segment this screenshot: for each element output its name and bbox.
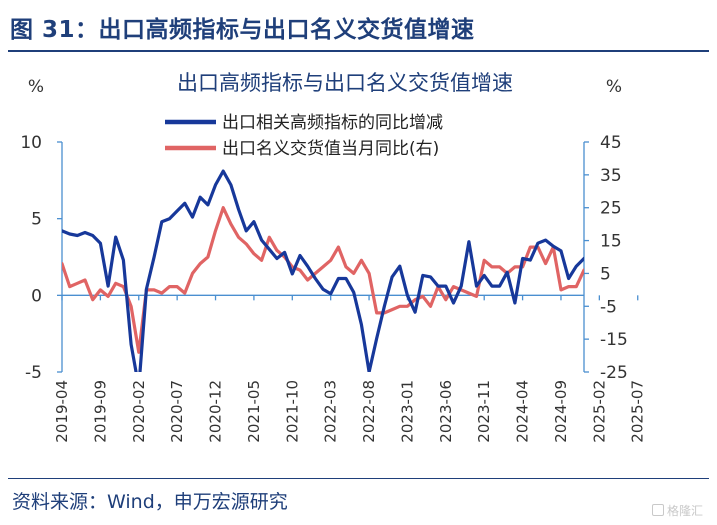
- x-tick-label: 2019-09: [91, 380, 109, 443]
- source-note: 资料来源：Wind，申万宏源研究: [12, 491, 288, 513]
- plot-area: [62, 169, 584, 372]
- x-tick-label: 2021-10: [283, 380, 301, 443]
- watermark: 格隆汇: [651, 502, 703, 519]
- right-tick-label: 15: [600, 232, 622, 252]
- x-tick-label: 2025-07: [629, 380, 647, 443]
- legend-label-blue: 出口相关高频指标的同比增减: [222, 113, 443, 133]
- watermark-logo-icon: [651, 504, 664, 516]
- series-line-export-delivery-value: [62, 206, 584, 354]
- x-tick-label: 2023-06: [437, 380, 455, 443]
- x-tick-label: 2025-02: [590, 380, 608, 443]
- series-line-high-frequency-indicator: [62, 169, 584, 372]
- title-divider: [8, 50, 709, 52]
- legend: 出口相关高频指标的同比增减 出口名义交货值当月同比(右): [165, 113, 443, 159]
- x-tick-label: 2021-05: [245, 380, 263, 443]
- page-header: 图 31：出口高频指标与出口名义交货值增速: [0, 0, 717, 56]
- x-tick-label: 2020-12: [207, 380, 225, 443]
- right-tick-label: 45: [600, 133, 622, 153]
- x-tick-label: 2023-01: [398, 380, 416, 443]
- left-tick-label: 5: [31, 210, 42, 230]
- x-tick-label: 2023-11: [475, 380, 493, 443]
- x-tick-label: 2022-08: [360, 380, 378, 443]
- left-axis-unit: %: [28, 77, 44, 97]
- x-tick-label: 2024-09: [552, 380, 570, 443]
- left-tick-label: -5: [25, 363, 42, 383]
- legend-label-red: 出口名义交货值当月同比(右): [222, 139, 439, 159]
- left-tick-label: 0: [31, 286, 42, 306]
- right-tick-label: -5: [600, 297, 617, 317]
- page-title: 图 31：出口高频指标与出口名义交货值增速: [10, 17, 475, 43]
- x-tick-label: 2024-04: [514, 380, 532, 443]
- left-axis-ticks: 10 5 0 -5: [20, 133, 62, 383]
- right-tick-label: -25: [600, 363, 628, 383]
- watermark-text: 格隆汇: [666, 504, 703, 518]
- left-tick-label: 10: [20, 133, 42, 153]
- x-tick-label: 2022-03: [322, 380, 340, 443]
- x-axis-ticks: 2019-04 2019-09 2020-02 2020-07 2020-12 2021-…: [53, 295, 647, 443]
- chart-title: 出口高频指标与出口名义交货值增速: [177, 71, 513, 95]
- footer-divider: [8, 478, 709, 479]
- right-tick-label: 25: [600, 199, 622, 219]
- right-axis-ticks: 45 35 25 15 5 -5 -15 -25: [584, 133, 628, 383]
- right-tick-label: -15: [600, 330, 628, 350]
- right-axis-unit: %: [606, 77, 622, 97]
- right-tick-label: 5: [600, 264, 611, 284]
- x-tick-label: 2019-04: [53, 380, 71, 443]
- x-tick-label: 2020-02: [130, 380, 148, 443]
- x-tick-label: 2020-07: [168, 380, 186, 443]
- right-tick-label: 35: [600, 166, 622, 186]
- chart: 出口高频指标与出口名义交货值增速 % % 出口相关高频指标的同比增减 出口名义交…: [20, 71, 647, 443]
